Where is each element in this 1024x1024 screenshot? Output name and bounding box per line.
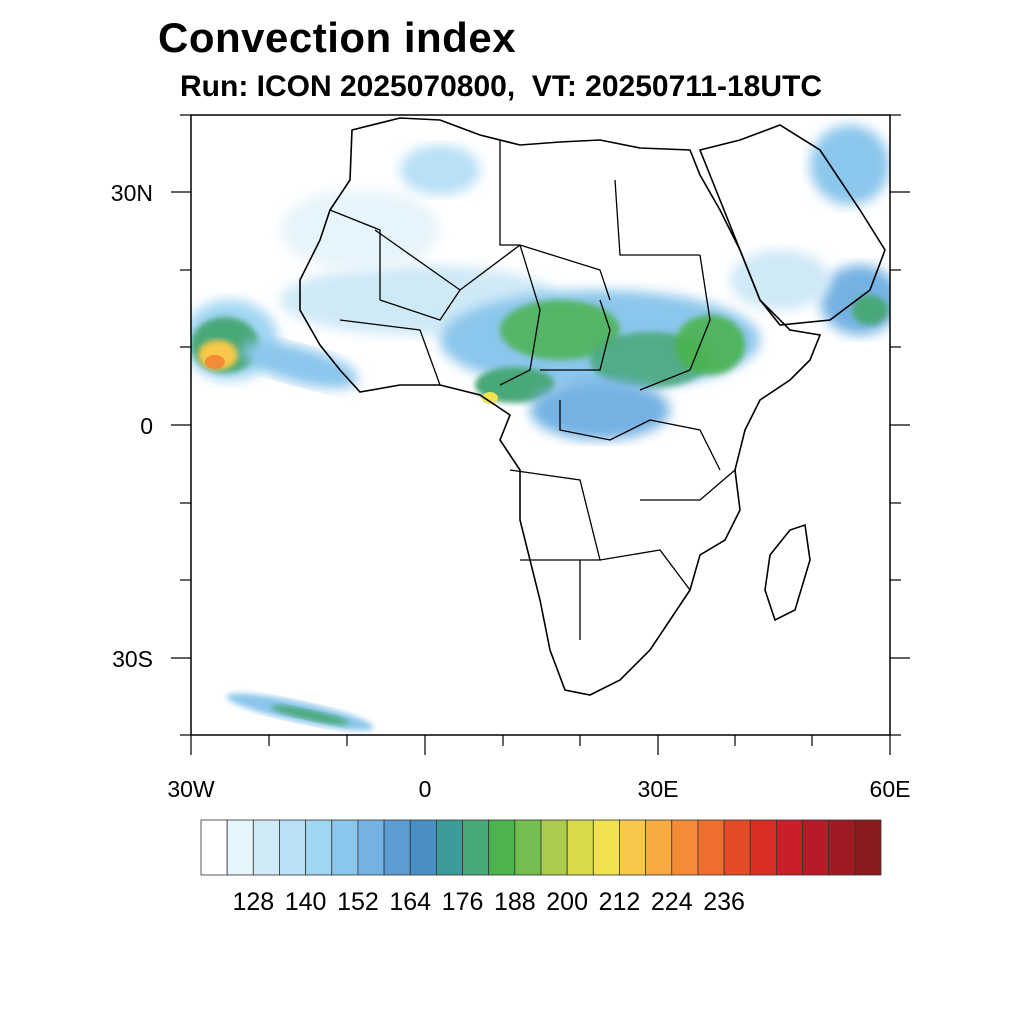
colorbar-tick-label: 164 [389, 888, 432, 916]
colorbar-box [305, 819, 333, 876]
colorbar-box [226, 819, 254, 876]
colorbar-box [462, 819, 490, 876]
country-borders [329, 140, 761, 640]
convection-field [191, 125, 890, 731]
coastlines [299, 117, 886, 696]
colorbar-box [592, 819, 620, 876]
lat-label-30n: 30N [110, 180, 153, 206]
colorbar-box [514, 819, 542, 876]
lon-label-60e: 60E [869, 776, 911, 802]
lon-label-30w: 30W [167, 776, 215, 802]
colorbar-box [566, 819, 594, 876]
colorbar-tick-label: 176 [441, 888, 484, 916]
chart-title: Convection index [158, 14, 517, 61]
colorbar-box [409, 819, 437, 876]
convection-map [171, 114, 910, 755]
colorbar-box [697, 819, 725, 876]
colorbar-tick-label: 224 [650, 888, 693, 916]
colorbar-tick-label: 236 [703, 888, 745, 916]
colorbar-box [331, 819, 359, 876]
colorbar-box [749, 819, 777, 876]
colorbar-box [357, 819, 385, 876]
colorbar-box [854, 819, 882, 876]
colorbar-tick-label: 140 [284, 888, 327, 916]
colorbar-box [645, 819, 673, 876]
colorbar-box [279, 819, 307, 876]
lat-label-0: 0 [140, 413, 153, 439]
lon-label-30e: 30E [637, 776, 679, 802]
colorbar-box [671, 819, 699, 876]
colorbar-box [540, 819, 568, 876]
colorbar [200, 819, 882, 876]
colorbar-box [488, 819, 516, 876]
colorbar-tick-label: 152 [337, 888, 379, 916]
colorbar-tick-label: 200 [546, 888, 588, 916]
lon-label-0: 0 [418, 776, 432, 802]
lat-label-30s: 30S [112, 646, 153, 672]
colorbar-box [828, 819, 856, 876]
colorbar-tick-label: 188 [493, 888, 536, 916]
colorbar-box [252, 819, 280, 876]
colorbar-box [802, 819, 830, 876]
colorbar-box [200, 819, 228, 876]
colorbar-tick-label: 128 [232, 888, 275, 916]
colorbar-tick-label: 212 [598, 888, 641, 916]
colorbar-box [723, 819, 751, 876]
colorbar-box [383, 819, 411, 876]
colorbar-box [619, 819, 647, 876]
colorbar-box [435, 819, 463, 876]
axis-ticks [171, 114, 910, 755]
chart-subtitle: Run: ICON 2025070800, VT: 20250711-18UTC [180, 70, 822, 103]
colorbar-box [775, 819, 803, 876]
